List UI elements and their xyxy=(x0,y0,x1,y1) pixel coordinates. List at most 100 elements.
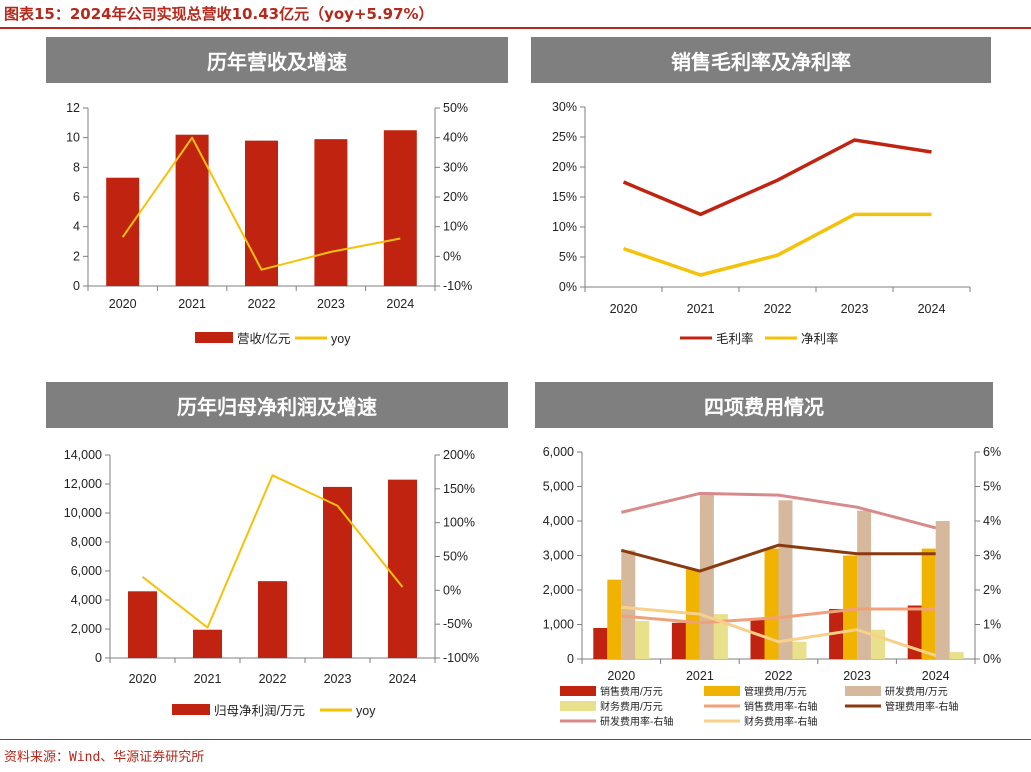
legend-label: 财务费用率-右轴 xyxy=(744,715,817,728)
y2-tick-label: 30% xyxy=(443,160,468,174)
bar-3-3 xyxy=(792,641,807,659)
bar-2-0 xyxy=(258,581,287,658)
x-tick-label: 2023 xyxy=(324,672,352,686)
bar-3-3 xyxy=(713,614,728,659)
line-series-0-0 xyxy=(121,136,401,271)
bar-3-2 xyxy=(857,510,872,659)
legend-label: 销售费用/万元 xyxy=(600,685,663,698)
y2-tick-label: 100% xyxy=(443,516,475,530)
y-tick-label: 5% xyxy=(559,250,577,264)
bar-3-0 xyxy=(907,605,922,659)
bar-3-2 xyxy=(699,493,714,659)
y-tick-label: 5,000 xyxy=(543,480,574,494)
y2-tick-label: 1% xyxy=(983,618,1001,632)
bar-3-3 xyxy=(635,621,650,659)
figure-title: 图表15：2024年公司实现总营收10.43亿元（yoy+5.97%） xyxy=(4,5,434,23)
x-tick-label: 2024 xyxy=(922,669,950,683)
line-series-2-0 xyxy=(141,474,404,629)
x-tick-label: 2023 xyxy=(843,669,871,683)
legend-label: 财务费用/万元 xyxy=(600,700,663,713)
expenses-chart: 0 1,000 2,000 3,000 4,000 5,000 6,000 0% 1% 2% 3% 4… xyxy=(543,445,1001,728)
y-tick-label: 4,000 xyxy=(543,514,574,528)
bar-3-1 xyxy=(921,548,936,659)
y-tick-label: 6,000 xyxy=(543,445,574,459)
title-rule xyxy=(0,27,1031,29)
line-series-3-0 xyxy=(621,607,936,625)
line-series-1-0 xyxy=(622,138,932,217)
bar-3-2 xyxy=(621,550,636,659)
bar-3-3 xyxy=(949,652,964,659)
y2-tick-label: 50% xyxy=(443,101,468,115)
panel-title-profit: 历年归母净利润及增速 xyxy=(46,382,508,428)
y-tick-label: 2 xyxy=(73,249,80,263)
y-tick-label: 0 xyxy=(73,279,80,293)
bar-3-2 xyxy=(778,500,793,659)
y2-tick-label: 150% xyxy=(443,482,475,496)
x-tick-label: 2022 xyxy=(248,297,276,311)
y2-tick-label: 50% xyxy=(443,550,468,564)
y-tick-label: 2,000 xyxy=(71,622,102,636)
line-series-3-3 xyxy=(621,605,937,657)
line-series-3-1 xyxy=(620,543,936,573)
y-tick-label: 3,000 xyxy=(543,549,574,563)
y2-tick-label: 10% xyxy=(443,220,468,234)
legend-swatch xyxy=(704,686,740,696)
line-series-3-2 xyxy=(620,491,937,530)
y-tick-label: 30% xyxy=(552,100,577,114)
bar-0-0 xyxy=(383,130,417,286)
panel-title-margin: 销售毛利率及净利率 xyxy=(531,37,991,83)
y-tick-label: 6 xyxy=(73,190,80,204)
y2-tick-label: 3% xyxy=(983,549,1001,563)
bar-0-0 xyxy=(314,139,348,286)
legend-label: 销售费用率-右轴 xyxy=(744,700,817,713)
bar-0-0 xyxy=(245,140,278,286)
x-tick-label: 2024 xyxy=(389,672,417,686)
y-tick-label: 10% xyxy=(552,220,577,234)
y-tick-label: 4 xyxy=(73,220,80,234)
bar-2-0 xyxy=(323,486,352,658)
y-tick-label: 0 xyxy=(567,652,574,666)
x-tick-label: 2023 xyxy=(841,302,869,316)
x-tick-label: 2022 xyxy=(764,302,792,316)
source-note: 资料来源：Wind、华源证券研究所 xyxy=(4,750,205,765)
x-tick-label: 2021 xyxy=(178,297,206,311)
legend-label: 营收/亿元 xyxy=(237,331,290,346)
x-tick-label: 2021 xyxy=(686,669,714,683)
legend-swatch xyxy=(195,332,233,343)
y2-tick-label: 40% xyxy=(443,131,468,145)
y-tick-label: 25% xyxy=(552,130,577,144)
bar-0-0 xyxy=(175,134,209,286)
y2-tick-label: 4% xyxy=(983,514,1001,528)
x-tick-label: 2024 xyxy=(918,302,946,316)
legend-swatch xyxy=(560,701,596,711)
y-tick-label: 0 xyxy=(95,651,102,665)
x-tick-label: 2020 xyxy=(610,302,638,316)
legend-label: 管理费用率-右轴 xyxy=(885,700,958,713)
legend-label: 研发费用/万元 xyxy=(885,685,948,698)
y2-tick-label: 200% xyxy=(443,448,475,462)
y2-tick-label: 5% xyxy=(983,480,1001,494)
y2-tick-label: 20% xyxy=(443,190,468,204)
bar-3-2 xyxy=(935,521,950,659)
legend-label: 净利率 xyxy=(801,331,839,346)
y-tick-label: 20% xyxy=(552,160,577,174)
y2-tick-label: -100% xyxy=(443,651,479,665)
y-tick-label: 6,000 xyxy=(71,564,102,578)
legend-label: 归母净利润/万元 xyxy=(214,704,305,718)
bar-3-0 xyxy=(750,619,765,659)
bar-3-0 xyxy=(671,622,686,659)
y2-tick-label: 6% xyxy=(983,445,1001,459)
y-tick-label: 2,000 xyxy=(543,583,574,597)
x-tick-label: 2021 xyxy=(687,302,715,316)
y-tick-label: 14,000 xyxy=(64,448,102,462)
x-tick-label: 2020 xyxy=(109,297,137,311)
net-profit-chart: 0 2,000 4,000 6,000 8,000 10,000 12,000 14,000 -… xyxy=(64,448,479,718)
y2-tick-label: 2% xyxy=(983,583,1001,597)
bar-3-0 xyxy=(593,627,608,659)
x-tick-label: 2021 xyxy=(194,672,222,686)
y2-tick-label: 0% xyxy=(983,652,1001,666)
x-tick-label: 2022 xyxy=(259,672,287,686)
bar-3-1 xyxy=(607,579,622,659)
x-tick-label: 2020 xyxy=(129,672,157,686)
bar-2-0 xyxy=(128,591,157,658)
